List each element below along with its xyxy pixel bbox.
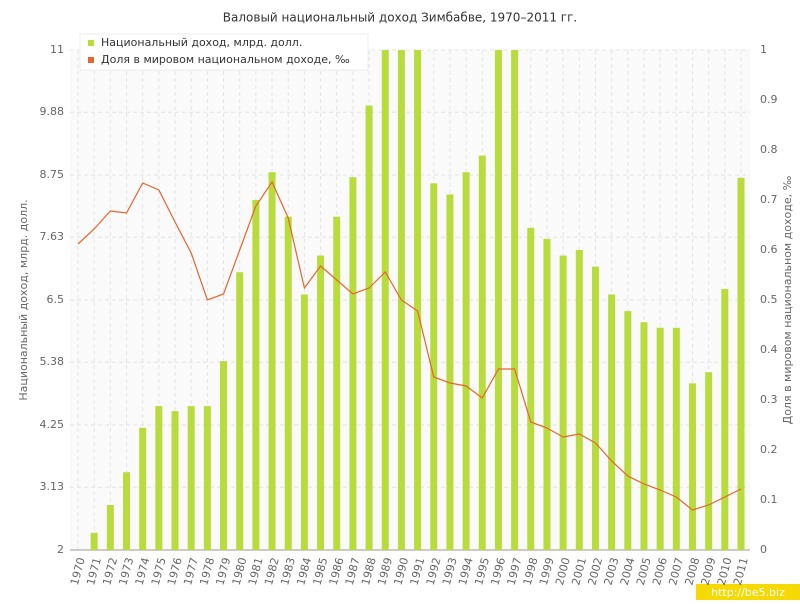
bar xyxy=(688,383,696,550)
bar xyxy=(155,406,163,550)
bar xyxy=(333,216,341,550)
y2-tick-label: 0.8 xyxy=(760,143,778,156)
bar xyxy=(349,177,357,550)
watermark-bg xyxy=(696,584,800,600)
bar xyxy=(414,50,422,550)
bar xyxy=(737,177,745,550)
bar xyxy=(656,327,664,550)
y-tick-label: 2 xyxy=(57,543,64,556)
bar xyxy=(478,155,486,550)
y2-tick-label: 0.3 xyxy=(760,393,778,406)
y-tick-label: 5.38 xyxy=(40,355,65,368)
y-tick-label: 6.5 xyxy=(47,293,65,306)
legend-label: Доля в мировом национальном доходе, ‰ xyxy=(101,53,350,66)
bar xyxy=(430,183,438,550)
bar xyxy=(381,50,389,550)
legend-label: Национальный доход, млрд. долл. xyxy=(101,36,302,49)
bar xyxy=(511,50,519,550)
bar xyxy=(203,406,211,550)
y2-tick-label: 0 xyxy=(760,543,767,556)
bar xyxy=(171,411,179,550)
legend-swatch xyxy=(88,40,94,46)
y-tick-label: 11 xyxy=(50,43,64,56)
bar xyxy=(575,250,583,550)
line xyxy=(77,180,742,511)
y-tick-label: 3.13 xyxy=(40,480,65,493)
y2-tick-label: 0.1 xyxy=(760,493,778,506)
legend-box xyxy=(79,33,369,71)
bar xyxy=(672,327,680,550)
y2-axis-label: Доля в мировом национальном доходе, ‰ xyxy=(781,175,794,424)
bar xyxy=(543,238,551,550)
y-tick-label: 4.25 xyxy=(40,418,65,431)
bar xyxy=(139,427,147,550)
y2-tick-label: 0.9 xyxy=(760,93,778,106)
bar xyxy=(90,532,98,550)
y-tick-label: 9.88 xyxy=(40,105,65,118)
bar xyxy=(397,50,405,550)
bar xyxy=(187,406,195,550)
bar xyxy=(317,255,325,550)
chart-title: Валовый национальный доход Зимбабве, 197… xyxy=(223,11,577,25)
bar xyxy=(268,172,276,550)
y-axis-label: Национальный доход, млрд. долл. xyxy=(17,199,30,400)
bar xyxy=(721,288,729,550)
y2-tick-label: 0.2 xyxy=(760,443,778,456)
watermark: http://be5.biz xyxy=(711,586,785,599)
bar xyxy=(559,255,567,550)
bar xyxy=(446,194,454,550)
y2-tick-label: 0.5 xyxy=(760,293,778,306)
bar xyxy=(705,372,713,550)
bar xyxy=(365,105,373,550)
bar xyxy=(300,294,308,550)
bar xyxy=(284,216,292,550)
bar xyxy=(591,266,599,550)
bar xyxy=(624,311,632,550)
bar xyxy=(640,322,648,550)
bar xyxy=(106,505,114,550)
bar xyxy=(252,200,260,550)
bar xyxy=(462,172,470,550)
plot-series xyxy=(77,50,745,550)
legend-swatch xyxy=(88,57,94,63)
y-tick-label: 7.63 xyxy=(40,230,65,243)
bar xyxy=(527,227,535,550)
y-tick-label: 8.75 xyxy=(40,168,65,181)
y2-tick-label: 0.4 xyxy=(760,343,778,356)
y2-tick-label: 1 xyxy=(760,43,767,56)
bar xyxy=(123,472,131,550)
bar xyxy=(494,50,502,550)
bar xyxy=(220,361,228,550)
y2-tick-label: 0.6 xyxy=(760,243,778,256)
bar xyxy=(608,294,616,550)
bar xyxy=(236,272,244,550)
y2-tick-label: 0.7 xyxy=(760,193,778,206)
